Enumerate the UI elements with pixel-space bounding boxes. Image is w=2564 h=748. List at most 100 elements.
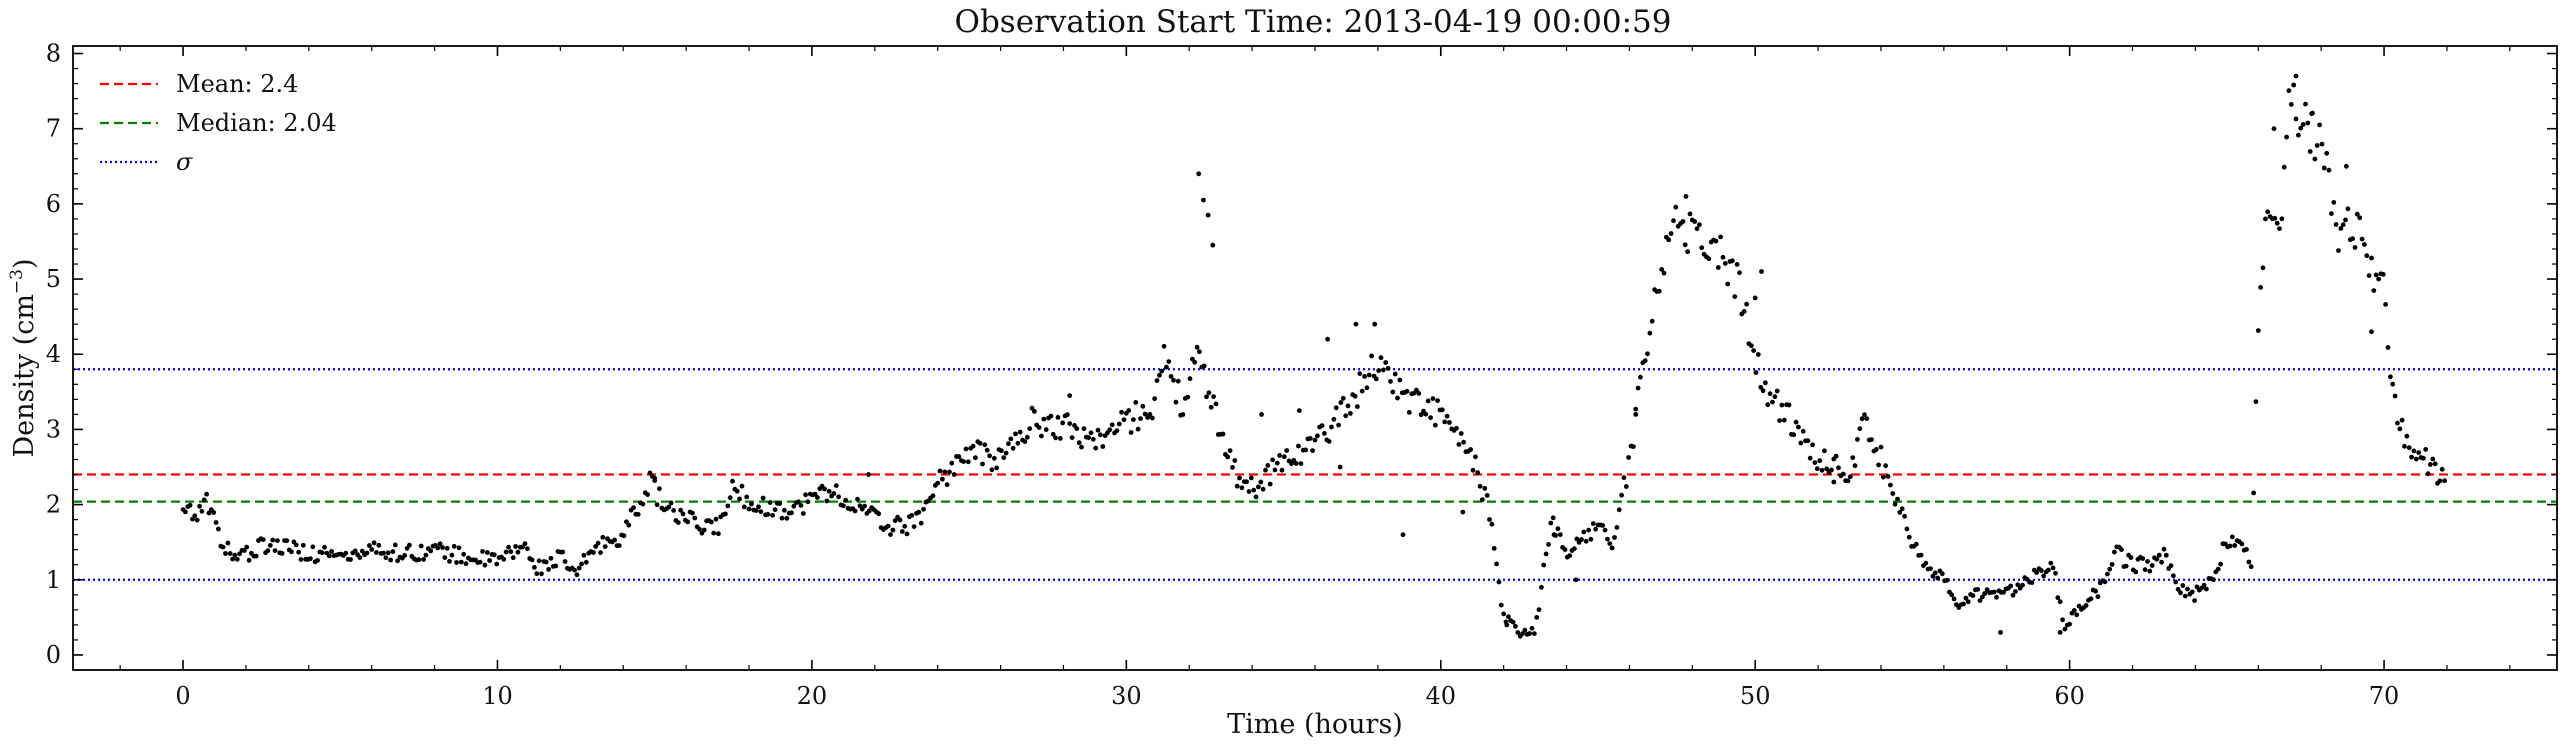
data-point [822, 486, 827, 492]
data-point [2430, 456, 2436, 462]
data-point [2045, 567, 2051, 573]
data-point [1659, 267, 1665, 272]
data-point [2246, 559, 2252, 565]
data-point [253, 553, 259, 559]
data-point [1885, 474, 1891, 479]
data-point [1220, 431, 1226, 437]
data-point [1067, 421, 1073, 426]
data-point [1475, 470, 1481, 476]
data-point [2173, 579, 2179, 585]
data-point [1498, 602, 1504, 608]
data-point [746, 506, 752, 512]
data-point [2359, 236, 2365, 242]
data-point [2204, 586, 2209, 592]
data-point [666, 504, 672, 510]
data-point [1039, 433, 1044, 439]
data-point [2357, 215, 2363, 221]
data-point [1008, 436, 1014, 442]
data-point [435, 545, 441, 551]
data-point [1205, 212, 1211, 218]
data-point [416, 557, 422, 563]
data-point [1862, 412, 1867, 418]
data-point [187, 502, 193, 508]
data-point [385, 550, 391, 556]
data-point [2201, 582, 2207, 588]
data-point [1006, 441, 1011, 447]
data-point [369, 547, 375, 552]
data-point [1065, 412, 1070, 418]
data-point [2437, 478, 2443, 484]
data-point [635, 512, 641, 517]
data-point [1468, 447, 1473, 452]
data-point [1647, 330, 1653, 336]
data-point [1810, 442, 1815, 448]
data-point [1607, 541, 1613, 546]
data-point [2336, 248, 2341, 254]
x-tick-label: 40 [1425, 682, 1456, 710]
data-point [2373, 272, 2379, 278]
data-point [1213, 401, 1219, 407]
data-point [1166, 359, 1172, 364]
data-point [326, 553, 332, 559]
data-point [1656, 288, 1662, 294]
data-point [1435, 398, 1440, 403]
data-point [772, 507, 778, 512]
data-point [1770, 399, 1775, 405]
data-point [2062, 626, 2068, 632]
data-point [956, 454, 962, 460]
data-point [1093, 445, 1099, 451]
data-point [1477, 483, 1483, 489]
data-point [2338, 226, 2344, 231]
data-point [1551, 532, 1557, 538]
data-point [1892, 501, 1898, 507]
data-point [2211, 577, 2216, 583]
data-point [899, 529, 905, 534]
data-point [1133, 400, 1139, 405]
data-point [421, 557, 426, 562]
data-point [2227, 543, 2233, 549]
data-point [1385, 366, 1391, 371]
data-point [1994, 594, 1999, 600]
data-point [1312, 437, 1318, 443]
data-point [2239, 541, 2245, 547]
data-point [2392, 393, 2398, 399]
data-point [1364, 385, 1370, 391]
data-point [2296, 132, 2301, 138]
data-point [494, 561, 500, 567]
data-point [1352, 393, 1358, 399]
data-point [1404, 388, 1410, 394]
data-point [866, 472, 871, 477]
data-point [1722, 261, 1728, 266]
data-point [2305, 120, 2311, 126]
data-point [2309, 111, 2315, 117]
data-point [1586, 527, 1591, 533]
data-point [199, 508, 205, 514]
data-point [1496, 579, 1502, 585]
data-point [1244, 479, 1249, 485]
data-point [1857, 426, 1863, 432]
data-point [1319, 423, 1325, 428]
data-point [1932, 570, 1938, 576]
data-point [1293, 461, 1299, 466]
data-point [1767, 391, 1773, 397]
data-point [961, 459, 966, 464]
data-point [2041, 573, 2047, 579]
x-tick-label: 70 [2369, 682, 2400, 710]
data-point [1348, 411, 1353, 416]
data-point [534, 571, 540, 577]
data-point [1923, 560, 1929, 566]
data-point [1805, 438, 1811, 444]
data-point [723, 511, 728, 517]
data-point [2312, 156, 2318, 162]
data-point [289, 549, 294, 555]
data-point [692, 515, 698, 521]
data-point [1336, 422, 1341, 428]
data-point [2345, 206, 2351, 212]
data-point [1303, 447, 1308, 453]
data-point [581, 552, 587, 558]
data-point [1548, 520, 1554, 526]
data-point [1362, 374, 1367, 379]
data-point [1579, 537, 1584, 542]
data-point [815, 495, 820, 500]
data-point [1590, 521, 1596, 526]
